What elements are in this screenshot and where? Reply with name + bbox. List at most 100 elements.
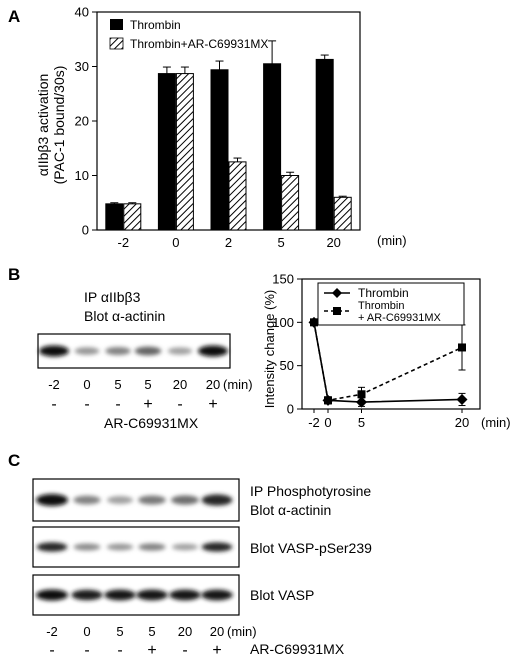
blot-band xyxy=(138,543,166,551)
lane-treatment-mark: - xyxy=(49,642,54,659)
blot-c-actinin xyxy=(32,478,240,522)
blot-band xyxy=(171,495,199,505)
blot-band xyxy=(36,589,68,601)
legend-label: Thrombin xyxy=(130,18,181,32)
y-tick-label: 0 xyxy=(82,223,89,238)
blot-b-actinin xyxy=(37,333,231,369)
legend-label: Thrombin xyxy=(358,286,409,300)
y-tick-label: 30 xyxy=(75,59,89,74)
panel-c-treatment-label: AR-C69931MX xyxy=(250,641,345,657)
lane-treatment-mark: - xyxy=(84,642,89,659)
lane-treatment-mark: - xyxy=(117,642,122,659)
lane-time-label: 5 xyxy=(116,624,123,639)
blot-band xyxy=(36,542,68,552)
x-tick-label: 0 xyxy=(172,235,179,250)
panel-c-blot2-label: Blot VASP-pSer239 xyxy=(250,540,372,556)
lane-treatment-mark: + xyxy=(143,396,152,413)
lane-treatment-mark: - xyxy=(182,642,187,659)
y-tick-label: 0 xyxy=(287,402,294,417)
data-point xyxy=(324,396,332,405)
lane-treatment-mark: - xyxy=(84,396,89,413)
lane-time-label: 5 xyxy=(144,377,151,392)
x-tick-label: 0 xyxy=(324,415,331,430)
y-tick-label: 50 xyxy=(280,358,294,373)
y-tick-label: 40 xyxy=(75,5,89,20)
legend-swatch-combo xyxy=(109,37,124,50)
panel-a-ylabel-2: (PAC-1 bound/30s) xyxy=(51,66,67,185)
data-point xyxy=(357,390,366,399)
blot-band xyxy=(74,347,100,355)
bar xyxy=(333,196,352,231)
x-tick-label: 2 xyxy=(225,235,232,250)
bar xyxy=(123,203,142,231)
panel-b-treatment-label: AR-C69931MX xyxy=(104,415,199,431)
bar-chart: 0 10 20 30 40 -2 0 2 5 20 Thrombin Thrombin+AR-C699… xyxy=(75,5,361,250)
lane-treatment-mark: - xyxy=(177,396,182,413)
y-tick-label: 10 xyxy=(75,168,89,183)
blot-band xyxy=(73,543,101,551)
series-line xyxy=(313,322,463,402)
lane-treatment-mark: - xyxy=(51,396,56,413)
panel-a-x-unit: (min) xyxy=(377,233,407,248)
blot-band xyxy=(107,496,133,504)
panel-b-x-unit: (min) xyxy=(481,415,511,430)
legend-box xyxy=(317,282,465,326)
x-tick-label: -2 xyxy=(118,235,130,250)
legend-swatch-thrombin xyxy=(110,19,123,30)
bar xyxy=(315,58,334,231)
blot-band xyxy=(71,589,103,601)
lane-time-label: 20 xyxy=(206,377,220,392)
panel-a-letter: A xyxy=(8,7,20,26)
data-point xyxy=(456,393,468,405)
blot-band xyxy=(138,495,166,505)
bar xyxy=(175,73,194,231)
blot-band xyxy=(201,542,233,552)
panel-c-lane-labels: -2 - 0 - 5 - 5 +20 - 20 + (min) xyxy=(46,624,256,659)
y-tick-label: 150 xyxy=(272,272,294,287)
plot-frame xyxy=(301,278,481,410)
lane-time-label: -2 xyxy=(48,377,60,392)
lane-time-label: 5 xyxy=(114,377,121,392)
data-point xyxy=(310,318,318,327)
blot-band xyxy=(106,543,134,551)
blot-band xyxy=(169,589,201,601)
bar xyxy=(157,73,176,231)
lane-unit-label: (min) xyxy=(227,624,257,639)
blot-band xyxy=(105,346,131,356)
blot-band xyxy=(172,543,198,551)
panel-c-letter: C xyxy=(8,451,20,470)
x-tick-label: 20 xyxy=(326,235,340,250)
panel-c-blot1-label-2: Blot α-actinin xyxy=(250,502,331,518)
blot-c-vasp-pser239 xyxy=(32,526,240,568)
lane-time-label: 20 xyxy=(178,624,192,639)
legend-label: + AR-C69931MX xyxy=(358,312,442,324)
blot-band xyxy=(39,345,69,357)
blot-band xyxy=(198,345,228,357)
lane-treatment-mark: + xyxy=(212,642,221,659)
blot-band xyxy=(136,589,168,601)
blot-band xyxy=(104,589,136,601)
panel-b-blot-label-2: Blot α-actinin xyxy=(84,308,165,324)
legend-label: Thrombin xyxy=(358,300,404,312)
lane-treatment-mark: + xyxy=(147,642,156,659)
legend-label: Thrombin+AR-C69931MX xyxy=(130,37,268,51)
lane-treatment-mark: + xyxy=(208,396,217,413)
legend-marker xyxy=(332,288,342,298)
y-tick-label: 20 xyxy=(75,114,89,129)
panel-b-lane-labels: -2 - 0 - 5 - 5 +20 - 20 + (min) xyxy=(48,377,252,413)
panel-a-ylabel-1: αIIbβ3 activation xyxy=(35,74,51,177)
bar xyxy=(281,175,300,231)
blot-c-vasp xyxy=(32,574,240,616)
blot-band xyxy=(73,495,101,505)
series-line xyxy=(313,322,463,403)
bar xyxy=(210,69,229,231)
lane-time-label: -2 xyxy=(46,624,58,639)
lane-time-label: 0 xyxy=(83,377,90,392)
bar xyxy=(105,203,124,231)
lane-treatment-mark: - xyxy=(115,396,120,413)
data-point xyxy=(356,396,367,408)
legend-marker xyxy=(333,307,341,315)
x-tick-label: 5 xyxy=(277,235,284,250)
